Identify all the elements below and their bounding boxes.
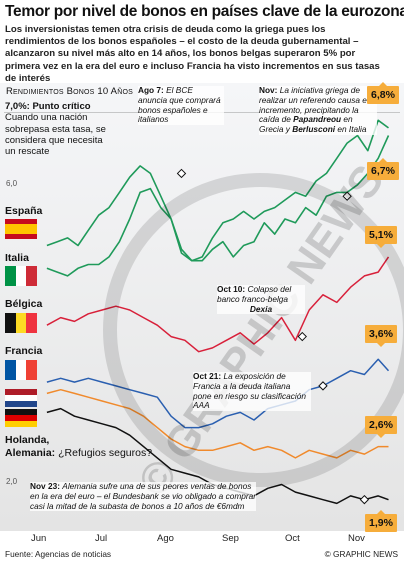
threshold-title: Punto crítico — [32, 101, 91, 112]
annotation-nov-text-a: La iniciativa griega de realizar un refe… — [259, 85, 369, 125]
month-jun: Jun — [31, 533, 47, 544]
annotation-oct21-label: Oct 21: — [193, 371, 222, 381]
annotation-ago7-text: El BCE anuncia que comprará bonos españo… — [138, 85, 221, 125]
y-tick-6: 6,0 — [6, 179, 18, 188]
label-alemania-line: Alemania: ¿Refugios seguros? — [5, 447, 152, 459]
annotation-nov-text-c: en Italia — [335, 124, 367, 135]
annotation-oct21-text: La exposición de Francia a la deuda ital… — [193, 371, 306, 411]
annotation-oct10-label: Oct 10: — [217, 284, 246, 294]
flag-germany-icon — [5, 409, 37, 427]
flag-france-icon — [5, 360, 37, 380]
annotation-ago7: Ago 7: El BCE anuncia que comprará bonos… — [138, 85, 224, 126]
annotation-ago7-label: Ago 7: — [138, 85, 164, 95]
series-line-bélgica — [46, 256, 390, 353]
threshold-text: Cuando una nación sobrepasa esta tasa, s… — [5, 112, 106, 158]
series-line-italia — [46, 119, 389, 277]
month-nov: Nov — [348, 533, 365, 544]
annotation-nov-label: Nov: — [259, 85, 278, 95]
annotation-nov-name-b: Berlusconi — [292, 124, 336, 135]
month-ago: Ago — [157, 533, 174, 544]
label-espana: España — [5, 205, 43, 217]
badge-francia: 3,6% — [365, 325, 397, 347]
chart-title: Rendimientos Bonos 10 Años — [6, 86, 133, 97]
month-jul: Jul — [95, 533, 108, 544]
badge-espana: 6,7% — [367, 158, 399, 180]
source-note: Fuente: Agencias de noticias — [5, 549, 112, 559]
annotation-nov-name-a: Papandreou — [293, 114, 342, 125]
label-holanda: Holanda, — [5, 434, 50, 446]
chart-title-text: Rendimientos Bonos 10 Años — [6, 86, 133, 97]
series-line-holanda — [46, 388, 389, 459]
annotation-nov-text-b: en Grecia y — [259, 114, 353, 135]
month-sep: Sep — [222, 533, 239, 544]
marker-oct10 — [297, 331, 307, 342]
annotation-oct10-name: Dexia — [249, 303, 273, 314]
annotation-nov: Nov: La iniciativa griega de realizar un… — [259, 85, 377, 135]
flag-netherlands-icon — [5, 389, 37, 407]
flag-belgium-icon — [5, 313, 37, 333]
series-layer — [46, 119, 390, 505]
label-alemania: Alemania: — [5, 447, 56, 459]
page-title: Temor por nivel de bonos en países clave… — [5, 3, 404, 20]
series-line-españa — [46, 135, 390, 262]
annotation-oct10-text: Colapso del banco franco-belga — [217, 284, 292, 304]
credit-note: © GRAPHIC NEWS — [324, 549, 398, 559]
badge-holanda: 2,6% — [365, 416, 397, 438]
marker-nov23 — [359, 494, 370, 505]
label-belgica: Bélgica — [5, 298, 43, 310]
y-tick-2: 2,0 — [6, 477, 18, 486]
label-francia: Francia — [5, 345, 43, 357]
label-refugios: ¿Refugios seguros? — [58, 447, 153, 459]
annotation-nov23-text: Alemania sufre una de sus peores ventas … — [30, 481, 257, 511]
badge-belgica: 5,1% — [365, 226, 397, 248]
page-subtitle: Los inversionistas temen otra crisis de … — [5, 24, 380, 84]
annotation-oct21: Oct 21: La exposición de Francia a la de… — [193, 371, 311, 412]
annotation-nov23: Nov 23: Alemania sufre una de sus peores… — [30, 481, 257, 512]
threshold-note: 7,0%: Punto crítico Cuando una nación so… — [5, 101, 109, 157]
annotation-oct10: Oct 10: Colapso del banco franco-belga D… — [217, 284, 305, 315]
marker-nov — [342, 191, 352, 201]
flag-italy-icon — [5, 266, 37, 286]
threshold-label: 7,0%: — [5, 101, 30, 112]
month-oct: Oct — [285, 533, 300, 544]
marker-oct21 — [318, 381, 328, 391]
leader-layer — [176, 168, 370, 505]
label-italia: Italia — [5, 252, 29, 264]
flag-spain-icon — [5, 219, 37, 239]
annotation-nov23-label: Nov 23: — [30, 481, 60, 491]
badge-alemania: 1,9% — [365, 510, 397, 532]
series-line-francia — [46, 358, 390, 429]
badge-italia: 6,8% — [367, 82, 399, 104]
marker-ago7 — [176, 168, 187, 179]
